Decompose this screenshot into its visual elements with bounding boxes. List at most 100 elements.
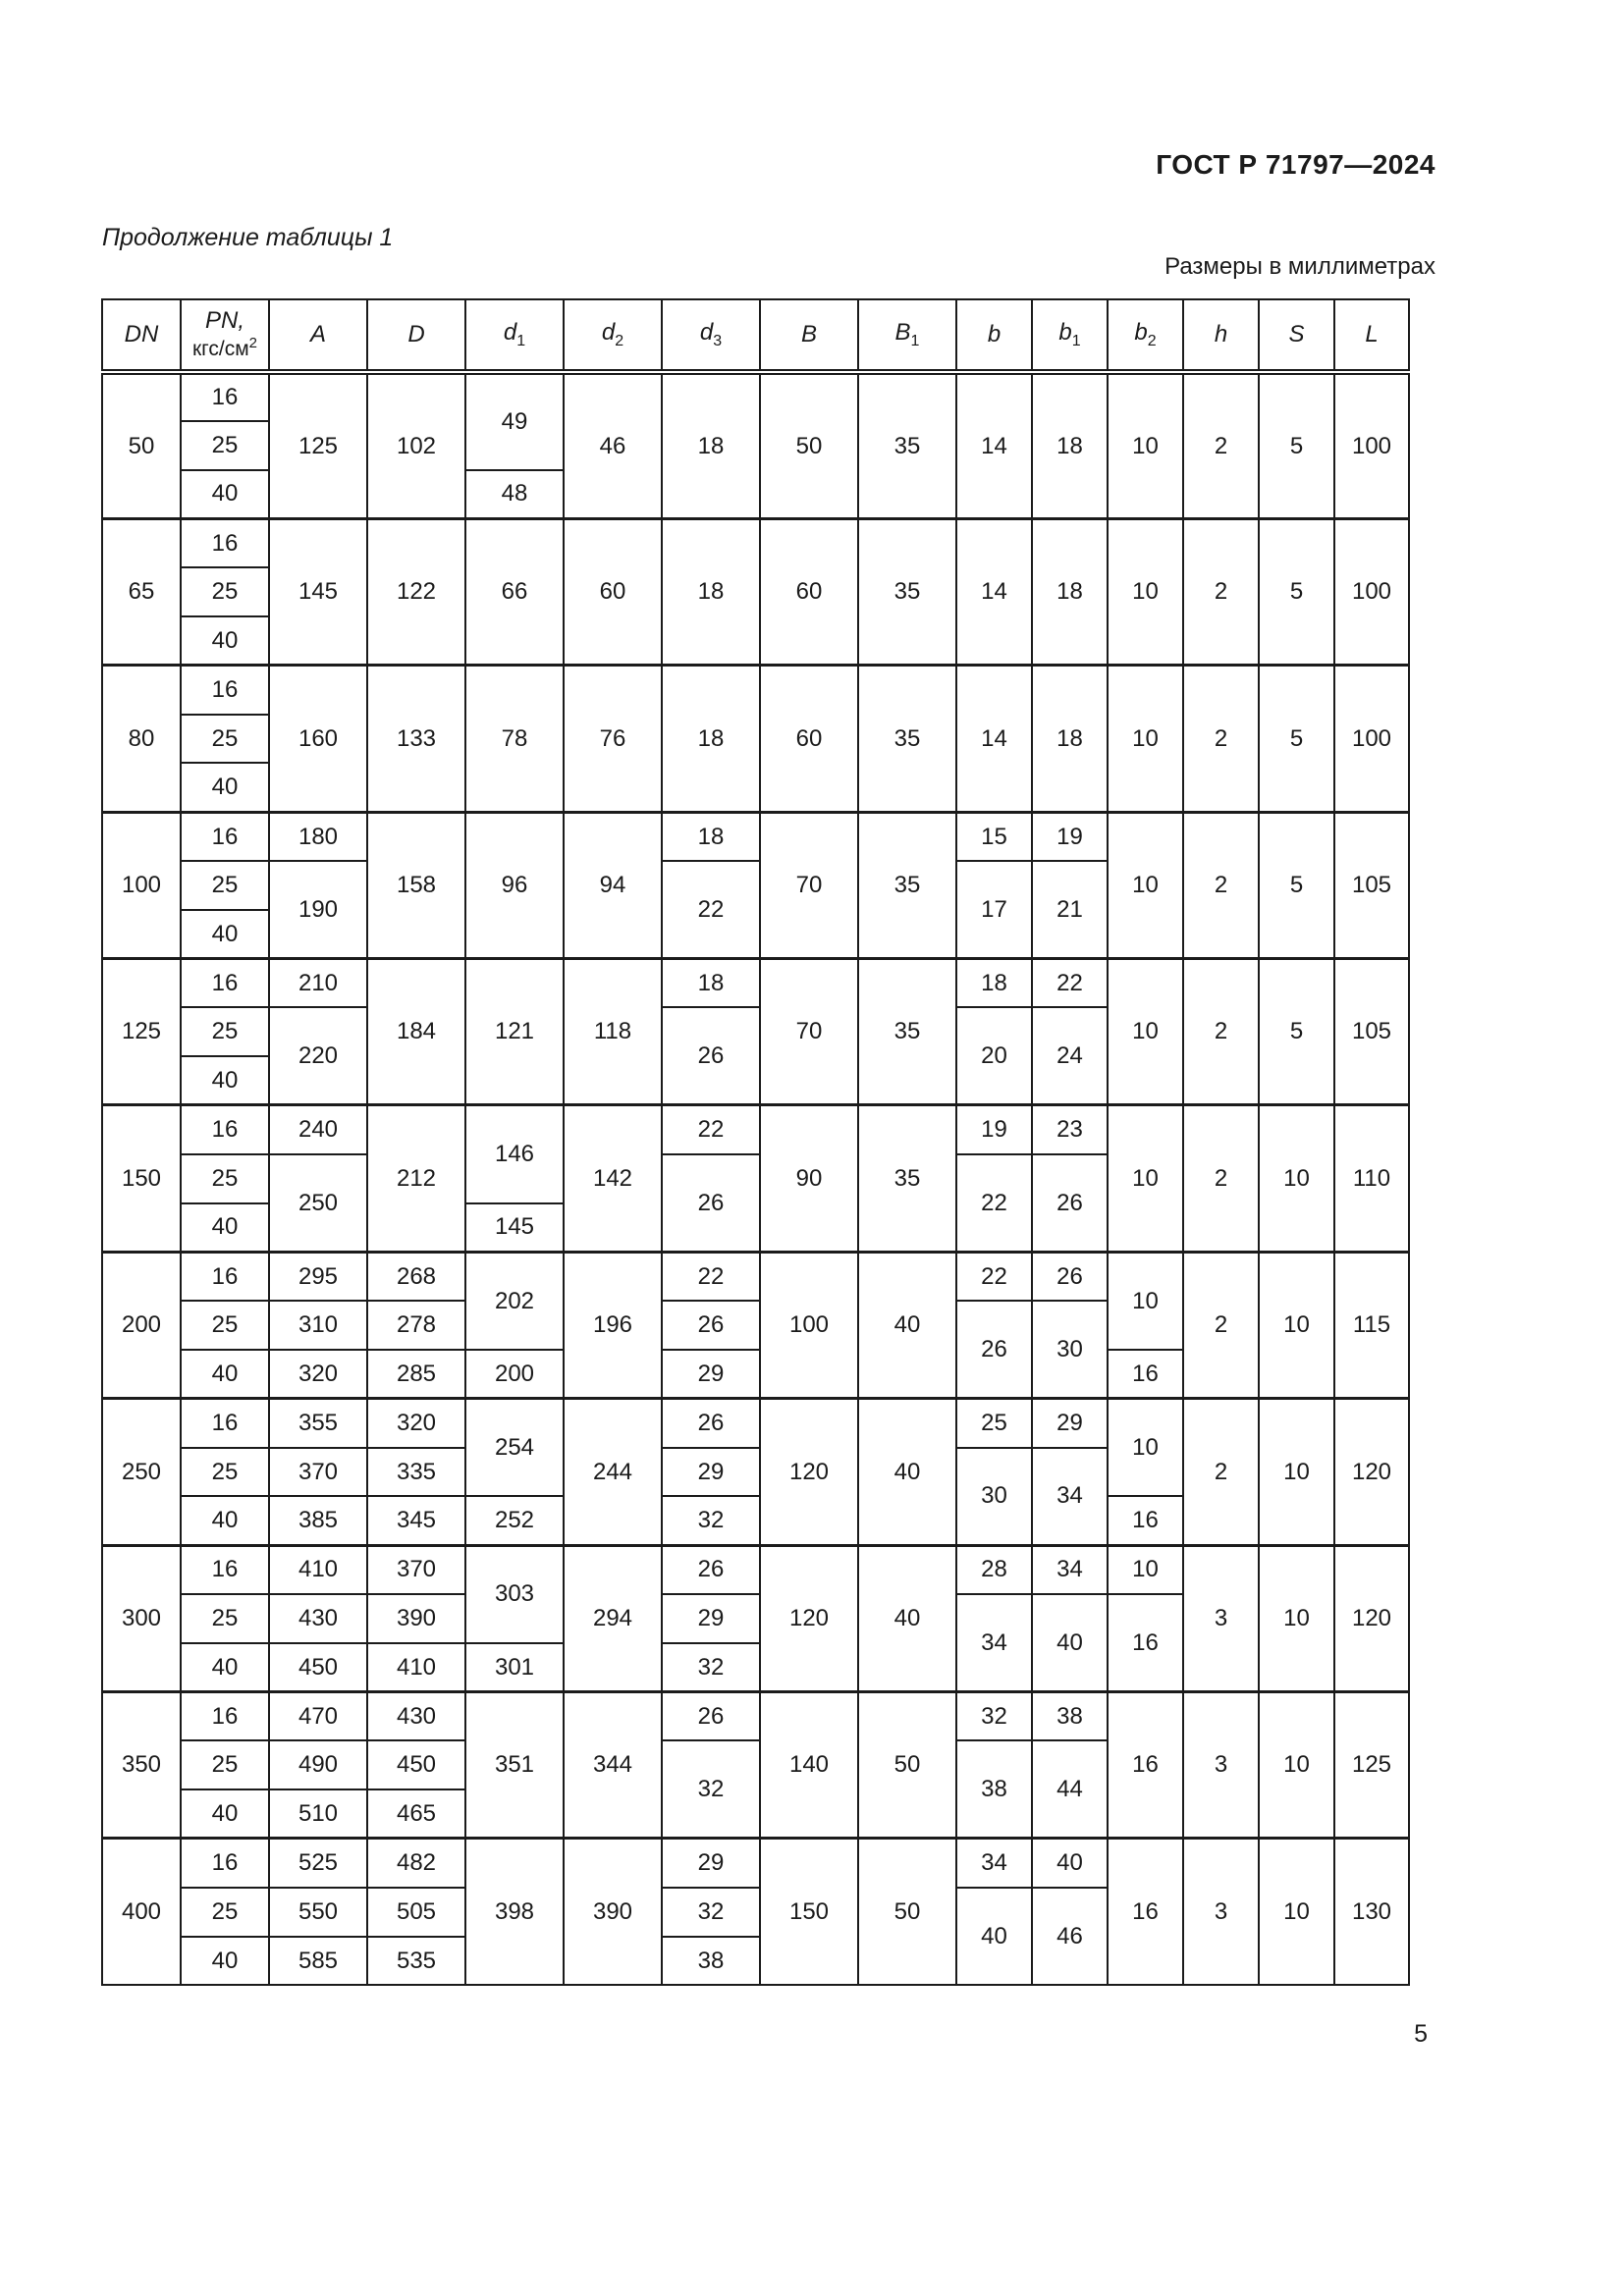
table-cell: 490 — [268, 1739, 368, 1791]
table-cell: 120 — [759, 1543, 859, 1693]
table-cell: 32 — [661, 1495, 761, 1547]
table-row: 25 — [102, 419, 1409, 471]
table-cell: 19 — [1031, 810, 1109, 862]
table-cell: 16 — [1107, 1592, 1184, 1693]
table-row: 25 430 390 29 34 40 16 — [102, 1592, 1409, 1693]
table-cell: 160 — [268, 664, 368, 814]
table-cell: 10 — [1107, 1543, 1184, 1595]
table-cell: 26 — [661, 1300, 761, 1351]
table-cell: 40 — [857, 1397, 957, 1547]
table-cell: 23 — [1031, 1103, 1109, 1155]
column-header-b1: B1 — [857, 298, 957, 375]
table-cell: 10 — [1258, 1397, 1335, 1547]
table-cell: 15 — [955, 810, 1033, 862]
table-cell: 295 — [268, 1250, 368, 1303]
table-row: 25 550 505 32 40 46 — [102, 1886, 1409, 1987]
table-cell: 10 — [1107, 810, 1184, 960]
table-cell: 60 — [759, 664, 859, 814]
table-row: 200 16 295 268 202 196 22 100 40 22 26 10 2 10 115 — [101, 1250, 1410, 1400]
table-cell: 70 — [759, 957, 859, 1106]
table-cell: 66 — [464, 516, 565, 667]
table-cell: 184 — [366, 957, 466, 1106]
table-cell: 18 — [661, 957, 761, 1009]
table-cell: 150 — [759, 1837, 859, 1987]
table-row: 40 145 — [102, 1201, 1409, 1254]
table-cell: 102 — [366, 370, 466, 520]
table-cell: 5 — [1258, 957, 1335, 1106]
table-cell: 385 — [268, 1495, 368, 1547]
table-cell: 26 — [955, 1300, 1033, 1400]
table-cell: 25 — [180, 566, 270, 617]
table-cell: 18 — [955, 957, 1033, 1009]
table-cell: 550 — [268, 1886, 368, 1938]
column-header-b: b — [955, 298, 1033, 375]
column-header-l: L — [1333, 298, 1410, 375]
table-cell: 25 — [180, 1152, 270, 1204]
column-header-d2: d2 — [563, 298, 663, 375]
table-cell: 10 — [1107, 1103, 1184, 1254]
table-cell: 180 — [268, 810, 368, 862]
table-cell: 344 — [563, 1690, 663, 1840]
table-cell: 350 — [101, 1690, 182, 1840]
table-cell: 125 — [101, 957, 182, 1106]
table-cell: 22 — [661, 1250, 761, 1303]
table-cell: 158 — [366, 810, 466, 960]
table-cell: 16 — [180, 957, 270, 1009]
table-cell: 18 — [661, 810, 761, 862]
table-cell: 50 — [857, 1690, 957, 1840]
table-cell: 16 — [180, 1250, 270, 1303]
table-cell: 121 — [464, 957, 565, 1106]
table-cell: 32 — [661, 1641, 761, 1693]
table-cell: 120 — [759, 1397, 859, 1547]
table-cell: 294 — [563, 1543, 663, 1693]
table-cell: 120 — [1333, 1397, 1410, 1547]
table-cell: 16 — [1107, 1690, 1184, 1840]
table-cell: 38 — [955, 1739, 1033, 1840]
table-cell: 50 — [759, 370, 859, 520]
table-cell: 16 — [1107, 1837, 1184, 1987]
column-header-dn: DN — [101, 298, 182, 375]
table-cell: 40 — [857, 1250, 957, 1400]
table-cell: 16 — [180, 810, 270, 862]
table-cell: 34 — [955, 1592, 1033, 1693]
table-cell: 16 — [180, 1103, 270, 1155]
table-row: 40 — [102, 1055, 1409, 1106]
table-cell: 430 — [268, 1592, 368, 1644]
table-cell: 60 — [563, 516, 663, 667]
column-header-d3: d3 — [661, 298, 761, 375]
table-row: 40 — [102, 908, 1409, 960]
table-row: 125 16 210 184 121 118 18 70 35 18 22 10 2 5 105 — [101, 957, 1410, 1106]
table-cell: 3 — [1182, 1837, 1260, 1987]
table-cell: 25 — [180, 1446, 270, 1498]
table-row: 25 370 335 29 30 34 — [102, 1446, 1409, 1547]
table-cell: 80 — [101, 664, 182, 814]
table-cell: 96 — [464, 810, 565, 960]
table-cell: 40 — [180, 614, 270, 667]
table-cell: 25 — [180, 859, 270, 911]
table-cell: 320 — [366, 1397, 466, 1449]
table-cell: 44 — [1031, 1739, 1109, 1840]
table-cell: 110 — [1333, 1103, 1410, 1254]
table-cell: 22 — [661, 1103, 761, 1155]
column-header-pn: PN, кгс/см2 — [180, 298, 270, 375]
table-cell: 16 — [180, 1837, 270, 1889]
table-cell: 25 — [180, 1886, 270, 1938]
column-header-d: D — [366, 298, 466, 375]
table-cell: 26 — [661, 1690, 761, 1742]
table-cell: 34 — [1031, 1446, 1109, 1547]
table-cell: 310 — [268, 1300, 368, 1351]
table-cell: 40 — [180, 1201, 270, 1254]
table-cell: 22 — [1031, 957, 1109, 1009]
table-cell: 40 — [180, 1495, 270, 1547]
table-cell: 40 — [180, 1055, 270, 1106]
table-cell: 465 — [366, 1789, 466, 1840]
table-row: 150 16 240 212 146 142 22 90 35 19 23 10 2 10 110 — [101, 1103, 1410, 1254]
table-row: 40 48 — [102, 468, 1409, 520]
table-cell: 16 — [180, 371, 270, 422]
table-cell: 14 — [955, 370, 1033, 520]
column-header-a: A — [268, 298, 368, 375]
column-header-h: h — [1182, 298, 1260, 375]
table-cell: 16 — [180, 516, 270, 569]
